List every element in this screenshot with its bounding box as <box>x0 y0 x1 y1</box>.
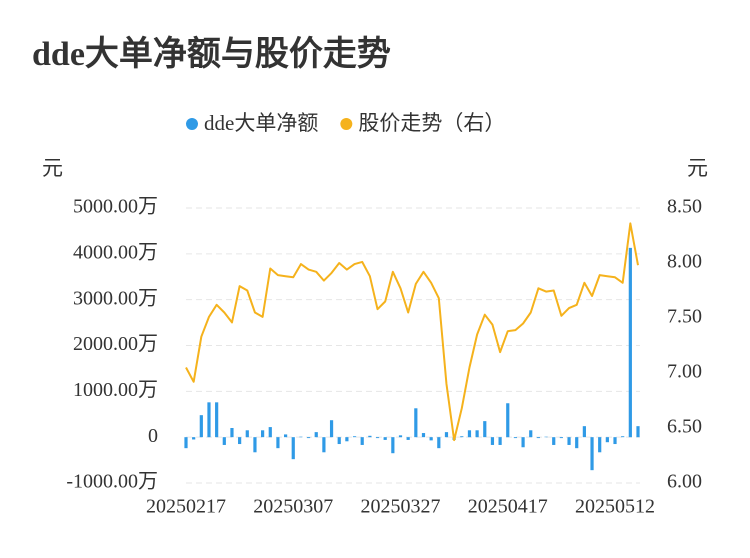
y2-tick-label: 7.00 <box>667 361 702 383</box>
bar <box>368 435 372 438</box>
bar <box>245 430 249 438</box>
x-tick-label: 20250327 <box>361 496 441 518</box>
bar <box>559 437 563 439</box>
bar <box>375 437 380 439</box>
bar <box>582 426 586 438</box>
bar <box>429 437 433 441</box>
bar <box>437 437 441 449</box>
bar <box>184 437 188 449</box>
y-tick-label: 3000.00万 <box>73 287 158 309</box>
bar <box>613 437 617 445</box>
bar <box>529 430 533 438</box>
bar <box>391 437 395 454</box>
x-tick-label: 20250417 <box>468 496 548 518</box>
bar <box>460 436 464 438</box>
y-tick-label: 5000.00万 <box>73 196 158 218</box>
bar <box>238 437 242 445</box>
bar <box>322 437 326 453</box>
bar <box>299 436 303 438</box>
y-tick-label: 2000.00万 <box>73 333 158 355</box>
y2-tick-label: 7.50 <box>667 306 702 328</box>
bar <box>521 437 525 448</box>
bar <box>467 430 472 438</box>
y-axis-label: 元 <box>42 156 63 180</box>
bar <box>513 437 518 439</box>
bar <box>192 437 196 440</box>
y-tick-label: 1000.00万 <box>73 379 158 401</box>
bar <box>337 437 341 445</box>
bar <box>475 430 479 438</box>
y2-tick-label: 6.50 <box>667 416 702 438</box>
y2-tick-label: 6.00 <box>667 471 702 493</box>
bar <box>199 415 203 438</box>
bar <box>506 403 510 438</box>
bar <box>261 430 265 438</box>
bar <box>628 247 632 438</box>
bar <box>222 437 226 445</box>
bar <box>306 437 311 439</box>
bar <box>253 437 257 453</box>
bar <box>283 434 288 438</box>
bar <box>268 427 272 438</box>
bar <box>291 437 295 460</box>
y-tick-label: -1000.00万 <box>66 471 158 493</box>
price-line <box>185 222 639 442</box>
bar <box>345 437 349 442</box>
bar <box>207 402 211 438</box>
bar <box>314 432 318 438</box>
legend-label: 股价走势（右） <box>358 111 505 135</box>
bar <box>483 421 487 438</box>
chart-title: dde大单净额与股价走势 <box>32 35 391 73</box>
bar <box>536 437 541 439</box>
x-tick-label: 20250307 <box>253 496 333 518</box>
bar <box>621 436 625 438</box>
bar <box>230 428 234 438</box>
y2-tick-label: 8.00 <box>667 251 702 273</box>
legend-marker <box>340 118 353 130</box>
bar <box>352 436 357 438</box>
bar <box>276 437 280 449</box>
bar <box>490 437 495 445</box>
y2-axis-label: 元 <box>687 156 708 180</box>
bar <box>552 437 556 445</box>
bar <box>590 437 594 471</box>
bar <box>605 437 609 443</box>
bar <box>498 437 502 445</box>
bar <box>398 435 403 438</box>
bar <box>598 437 602 453</box>
bar <box>544 436 548 438</box>
x-tick-label: 20250217 <box>146 496 226 518</box>
bar <box>636 426 640 438</box>
bar <box>444 432 449 438</box>
y-tick-label: 0 <box>148 425 158 447</box>
bar <box>215 402 219 438</box>
bar <box>329 420 334 438</box>
y2-tick-label: 8.50 <box>667 196 702 218</box>
bar <box>575 437 579 449</box>
bar <box>383 437 387 440</box>
y-tick-label: 4000.00万 <box>73 241 158 263</box>
bar <box>360 437 364 445</box>
bar <box>567 437 571 445</box>
x-tick-label: 20250512 <box>575 496 655 518</box>
legend-label: dde大单净额 <box>204 111 318 135</box>
bar <box>421 433 426 438</box>
bar <box>406 437 410 440</box>
legend-marker <box>186 118 198 130</box>
bar <box>414 408 418 438</box>
